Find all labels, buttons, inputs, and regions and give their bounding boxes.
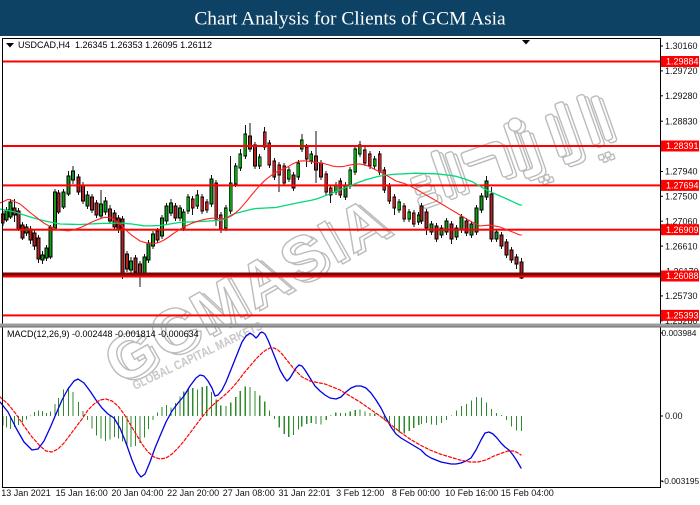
svg-text:31 Jan 22:01: 31 Jan 22:01 [278,488,330,498]
svg-text:1.25280: 1.25280 [665,316,698,326]
svg-text:13 Jan 2021: 13 Jan 2021 [1,488,51,498]
svg-text:27 Jan 08:00: 27 Jan 08:00 [223,488,275,498]
svg-text:1.28830: 1.28830 [665,116,698,126]
svg-text:1.27060: 1.27060 [665,216,698,226]
svg-text:1.30160: 1.30160 [665,41,698,51]
svg-text:1.28391: 1.28391 [666,141,699,151]
svg-text:1.26909: 1.26909 [666,225,699,235]
svg-text:1.29280: 1.29280 [665,91,698,101]
svg-text:0.003984: 0.003984 [662,328,697,338]
svg-text:USDCAD,H4 1.26345 1.26353 1.2: USDCAD,H4 1.26345 1.26353 1.26095 1.2611… [18,40,212,50]
svg-text:0.00: 0.00 [665,411,683,421]
svg-text:10 Feb 16:00: 10 Feb 16:00 [445,488,498,498]
svg-text:3 Feb 12:00: 3 Feb 12:00 [336,488,384,498]
svg-text:15 Feb 04:00: 15 Feb 04:00 [501,488,554,498]
svg-text:20 Jan 04:00: 20 Jan 04:00 [111,488,163,498]
svg-text:Chart Analysis for Clients of: Chart Analysis for Clients of GCM Asia [194,9,506,30]
svg-text:15 Jan 16:00: 15 Jan 16:00 [56,488,108,498]
svg-text:1.25730: 1.25730 [665,291,698,301]
svg-text:1.26088: 1.26088 [666,271,699,281]
svg-text:MACD(12,26,9) -0.002448 -0.001: MACD(12,26,9) -0.002448 -0.001814 -0.000… [7,329,199,339]
svg-text:8 Feb 00:00: 8 Feb 00:00 [392,488,440,498]
svg-text:1.27694: 1.27694 [666,181,699,191]
svg-text:1.29884: 1.29884 [666,57,699,67]
svg-text:1.27940: 1.27940 [665,167,698,177]
svg-text:22 Jan 20:00: 22 Jan 20:00 [167,488,219,498]
svg-text:1.25393: 1.25393 [666,311,699,321]
svg-text:-0.003195: -0.003195 [662,476,700,486]
svg-text:1.26610: 1.26610 [665,241,698,251]
svg-text:1.29720: 1.29720 [665,66,698,76]
svg-text:1.27500: 1.27500 [665,192,698,202]
